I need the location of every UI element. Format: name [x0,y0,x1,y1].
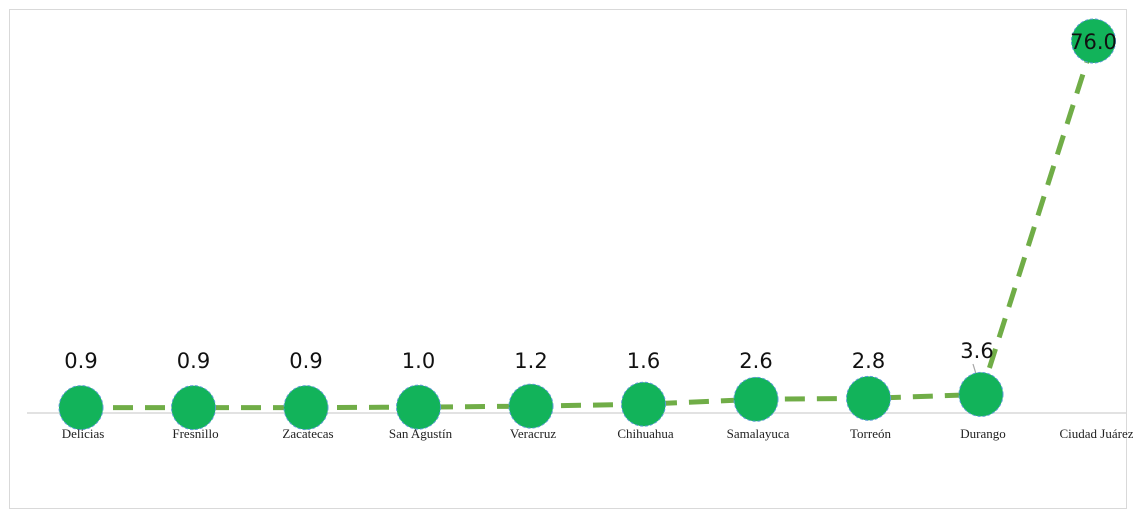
data-point-marker [846,375,891,421]
data-label: 0.9 [289,349,322,373]
data-label: 1.0 [402,349,435,373]
category-label: Torreón [850,426,891,441]
data-labels: 0.9 0.9 0.9 1.0 1.2 1.6 2.6 2.8 3.6 76.0 [64,30,1117,373]
data-label: 0.9 [177,349,210,373]
category-label: San Agustín [389,426,453,441]
category-label: Fresnillo [172,426,218,441]
data-label: 1.6 [627,349,660,373]
data-label: 2.8 [852,349,885,373]
data-point-marker [733,376,779,422]
category-label: Zacatecas [282,426,333,441]
data-point-marker [58,385,104,431]
data-label: 0.9 [64,349,97,373]
data-label: 2.6 [739,349,772,373]
category-label: Delicias [62,426,105,441]
data-point-marker [283,385,329,431]
category-labels: Delicias Fresnillo Zacatecas San Agustín Ver… [62,426,1133,441]
series-line [81,40,1096,411]
data-point-marker [171,385,216,431]
category-label: Veracruz [510,426,556,441]
category-label: Ciudad Juárez [1059,426,1133,441]
data-label: 76.0 [1070,30,1117,54]
data-label: 3.6 [960,339,993,363]
data-point-marker [1071,18,1116,64]
data-point-marker [508,383,554,429]
data-point-marker [396,384,441,430]
category-label: Samalayuca [727,426,790,441]
category-label: Chihuahua [617,426,674,441]
data-point-marker [621,381,666,427]
data-label: 1.2 [514,349,547,373]
data-point-marker [958,371,1004,417]
category-label: Durango [960,426,1006,441]
data-markers [58,18,1116,431]
